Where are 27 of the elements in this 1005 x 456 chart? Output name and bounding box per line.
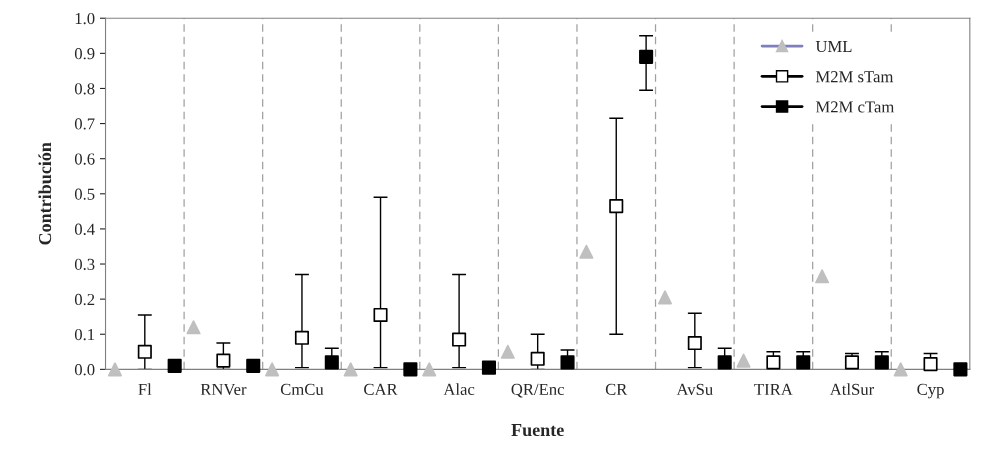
y-tick-label: 1.0 bbox=[75, 12, 95, 25]
x-tick-label: CR bbox=[605, 383, 628, 395]
y-tick-label: 0.5 bbox=[74, 188, 95, 200]
y-tick-label: 0.3 bbox=[74, 258, 95, 271]
legend-label: M2M sTam bbox=[815, 71, 894, 83]
y-tick-label: 0.0 bbox=[74, 364, 95, 376]
y-tick-label: 0.4 bbox=[74, 223, 95, 235]
x-tick-label: Cyp bbox=[917, 383, 944, 399]
y-tick-label: 0.1 bbox=[74, 328, 95, 341]
x-tick-label: AtlSur bbox=[829, 383, 875, 395]
y-tick-label: 0.8 bbox=[74, 83, 95, 95]
x-tick-label: QR/Enc bbox=[511, 383, 565, 398]
legend-label: UML bbox=[815, 41, 852, 53]
y-axis-title: Contribución bbox=[38, 142, 52, 245]
x-tick-label: Fl bbox=[138, 383, 152, 395]
legend-label: M2M cTam bbox=[815, 101, 895, 113]
x-tick-label: AvSu bbox=[676, 383, 713, 395]
x-tick-label: CmCu bbox=[280, 383, 324, 395]
y-tick-label: 0.7 bbox=[74, 118, 95, 130]
x-tick-label: TIRA bbox=[754, 383, 793, 395]
y-tick-label: 0.2 bbox=[74, 293, 95, 306]
x-tick-label: CAR bbox=[364, 383, 398, 395]
x-tick-label: Alac bbox=[443, 383, 475, 395]
x-tick-label: RNVer bbox=[200, 383, 247, 396]
y-tick-label: 0.6 bbox=[74, 153, 95, 165]
x-axis-title: Fuente bbox=[511, 424, 564, 437]
y-tick-label: 0.9 bbox=[74, 48, 95, 60]
